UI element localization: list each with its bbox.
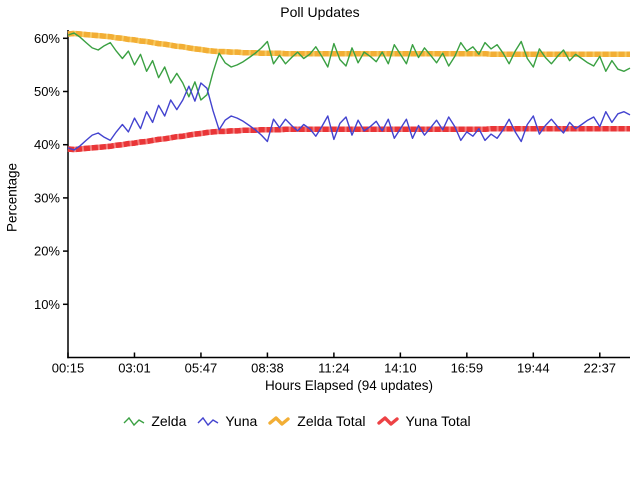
- legend-label-zelda-total: Zelda Total: [297, 413, 366, 429]
- chart-legend: Zelda Yuna Zelda Total Yuna Total: [0, 413, 640, 429]
- x-tick-label: 05:47: [185, 361, 218, 376]
- series-zelda-total-band-segments: [67, 30, 630, 58]
- legend-item-zelda: Zelda: [123, 413, 186, 429]
- series-zelda-line: [67, 32, 631, 101]
- yuna-line-icon: [197, 416, 219, 427]
- legend-item-yuna: Yuna: [197, 413, 257, 429]
- legend-label-yuna-total: Yuna Total: [405, 413, 471, 429]
- legend-label-zelda: Zelda: [151, 413, 187, 429]
- y-tick-label: 40%: [34, 137, 60, 152]
- chart-canvas: 00:15 03:01 05:47 08:38 11:24 14:10 16:59 19:44…: [34, 30, 631, 376]
- series-yuna-line: [67, 82, 631, 151]
- chart-title: Poll Updates: [280, 4, 360, 20]
- x-tick-label: 00:15: [52, 361, 85, 376]
- x-tick-label: 14:10: [384, 361, 417, 376]
- zelda-line-icon: [123, 416, 145, 427]
- series-yuna-total-band-segments: [67, 125, 630, 153]
- y-tick-label: 20%: [34, 244, 60, 259]
- y-tick-label: 50%: [34, 84, 60, 99]
- y-tick-label: 30%: [34, 190, 60, 205]
- x-tick-label: 03:01: [118, 361, 151, 376]
- zelda-total-line-icon: [268, 416, 290, 426]
- legend-item-zelda-total: Zelda Total: [268, 413, 366, 429]
- y-tick-label: 10%: [34, 297, 60, 312]
- x-tick-label: 08:38: [251, 361, 284, 376]
- legend-label-yuna: Yuna: [225, 413, 258, 429]
- y-axis-title: Percentage: [4, 162, 20, 233]
- x-tick-label: 11:24: [318, 361, 350, 376]
- legend-item-yuna-total: Yuna Total: [376, 413, 471, 429]
- y-tick-label: 60%: [34, 31, 60, 46]
- x-tick-label: 16:59: [451, 361, 484, 376]
- yuna-total-line-icon: [376, 416, 399, 426]
- x-axis-title: Hours Elapsed (94 updates): [264, 378, 434, 393]
- x-tick-label: 19:44: [517, 361, 550, 376]
- x-tick-label: 22:37: [584, 361, 617, 376]
